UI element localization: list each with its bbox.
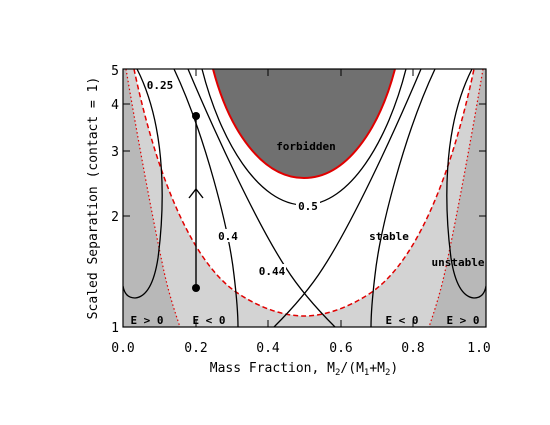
energy-boundary-right (428, 69, 484, 327)
stable-label: stable (369, 230, 409, 243)
y-tick-label: 3 (111, 145, 119, 160)
y-tick-labels: 1 2 3 4 5 (111, 64, 119, 336)
contour-label-0-4: 0.4 (218, 230, 238, 243)
contour-label-0-44: 0.44 (259, 265, 286, 278)
plot-frame (122, 68, 487, 328)
contour-label-0-25: 0.25 (147, 79, 174, 92)
track-arrow (188, 187, 204, 199)
x-tick-label: 0.0 (111, 341, 134, 356)
x-tick-label: 0.2 (184, 341, 207, 356)
contour-0-44-left (187, 69, 336, 327)
energy-boundary-left (125, 69, 181, 327)
y-tick-label: 1 (111, 321, 119, 336)
x-tick-label: 1.0 (467, 341, 490, 356)
forbidden-label: forbidden (276, 140, 336, 153)
y-tick-label: 2 (111, 210, 119, 225)
x-tick-label: 0.6 (329, 341, 352, 356)
forbidden-boundary (212, 69, 396, 180)
energy-positive-left-label: E > 0 (130, 314, 163, 327)
contour-label-0-5: 0.5 (298, 200, 318, 213)
stability-boundary (133, 69, 475, 317)
energy-negative-left-label: E < 0 (192, 314, 225, 327)
energy-region-right (429, 69, 486, 327)
contour-0-25-left (123, 69, 163, 299)
track-end-bottom (192, 284, 200, 292)
x-tick-labels: 0.0 0.2 0.4 0.6 0.8 1.0 (111, 341, 490, 356)
forbidden-region (213, 69, 395, 178)
x-tick-label: 0.4 (256, 341, 280, 356)
x-tick-label: 0.8 (401, 341, 424, 356)
x-ticks (122, 69, 487, 327)
y-tick-label: 4 (111, 98, 119, 113)
y-ticks (123, 68, 486, 328)
energy-negative-right-label: E < 0 (385, 314, 418, 327)
y-tick-label: 5 (111, 64, 119, 79)
track-end-top (192, 112, 200, 120)
contour-0-25-right (446, 69, 486, 299)
unstable-label: unstable (432, 256, 485, 269)
energy-positive-right-label: E > 0 (446, 314, 479, 327)
contour-0-44-right (273, 69, 422, 327)
x-axis-label: Mass Fraction, M2/(M1+M2) (210, 361, 398, 378)
contour-0-4-right (370, 69, 436, 327)
energy-region-left (123, 69, 180, 327)
y-axis-label: Scaled Separation (contact = 1) (86, 77, 101, 320)
